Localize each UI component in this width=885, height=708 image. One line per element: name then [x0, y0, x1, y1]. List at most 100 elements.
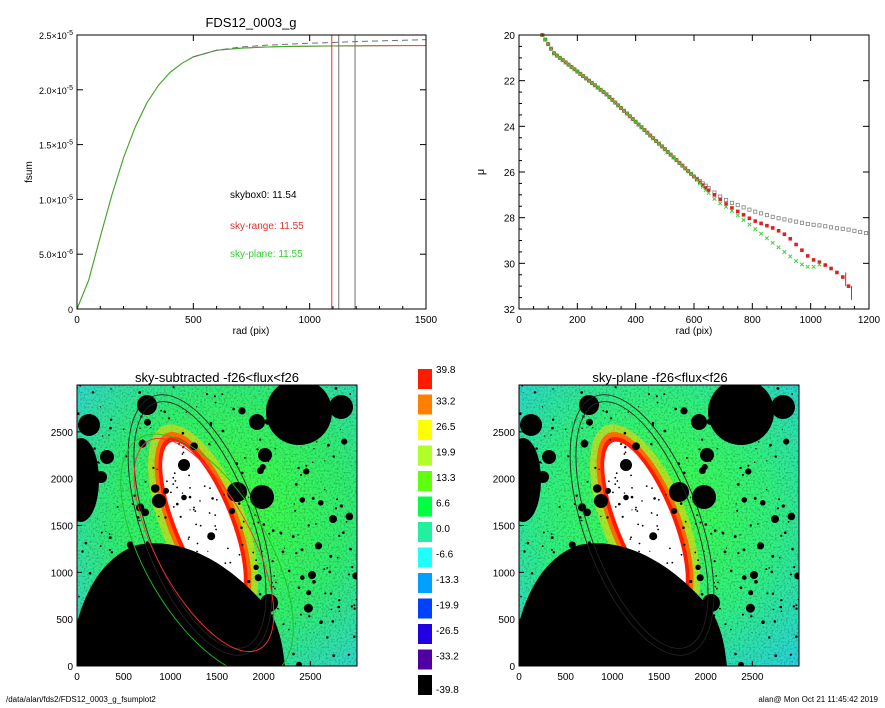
colorbar-label: -13.3	[436, 575, 459, 586]
p2-point-red	[800, 248, 804, 253]
p3-image	[77, 385, 357, 666]
p2-point-gray	[724, 197, 729, 202]
p3-ticks-xtick-label: 1000	[159, 672, 182, 683]
p2-point-red	[823, 263, 828, 267]
p2-ytick-label: 32	[504, 305, 516, 316]
p2-point-green	[776, 245, 781, 250]
p1-ytick-label: 0	[68, 305, 73, 315]
p2-point-red	[829, 266, 833, 271]
p2-point-green	[741, 217, 746, 223]
sky-subtracted-image: sky-subtracted -f26<flux<f26	[51, 370, 358, 683]
p2-ytick-label: 22	[504, 77, 516, 88]
p2-point-red	[753, 219, 758, 223]
p2-point-red	[735, 209, 740, 214]
p4-ticks-xtick-label: 500	[557, 672, 574, 683]
p4-ticks: 0 500 1000 1500 2000 2500 0 500 1000 1500 2000 2500	[493, 428, 764, 683]
p2-point-gray	[852, 228, 857, 233]
p2-point-red	[770, 226, 775, 230]
p2-point-green	[764, 236, 770, 241]
p2-point-gray	[788, 218, 793, 223]
p2-ytick-label: 20	[504, 31, 516, 42]
p2-point-gray	[747, 207, 752, 212]
p2-point-green	[712, 196, 717, 201]
p2-point-green	[723, 204, 729, 209]
p2-point-gray	[741, 205, 746, 210]
p4-image	[519, 385, 799, 666]
colorbar-swatch	[418, 675, 432, 695]
p2-point-gray	[858, 229, 863, 234]
p3-ticks-xtick-label: 1500	[206, 672, 229, 683]
p2-point-green	[706, 190, 711, 196]
colorbar-swatch	[418, 649, 432, 670]
p4-ticks-ytick-label: 2000	[493, 475, 516, 486]
colorbar-swatch	[418, 547, 432, 568]
p2-point-gray	[840, 226, 845, 231]
p2-point-red	[794, 242, 798, 247]
p1-xtick-label: 1000	[299, 315, 322, 326]
annotation-sky-range: sky-range: 11.55	[230, 221, 304, 232]
p2-point-green	[811, 264, 816, 269]
colorbar-swatch	[418, 471, 432, 491]
p2-point-gray	[759, 211, 764, 216]
p4-ticks-xtick-label: 0	[516, 672, 522, 683]
p2-point-red	[765, 223, 769, 228]
colorbar-label: -39.8	[436, 685, 459, 696]
fsum-growth-curve-plot: FDS12_0003_g 0 500 1000 1500 0 5.0×10-6 1.0×10…	[24, 15, 438, 337]
p2-point-red	[700, 183, 705, 187]
p3-ticks-xtick-label: 500	[115, 672, 132, 683]
p1-title: FDS12_0003_g	[205, 15, 296, 30]
p3-ticks-ytick-label: 500	[56, 615, 73, 626]
p2-points	[540, 32, 869, 300]
p4-ticks-ytick-label: 500	[498, 615, 515, 626]
colorbar-label: -26.5	[436, 626, 459, 637]
colorbar-label: 33.2	[436, 397, 456, 408]
p2-xtick-label: 200	[569, 315, 586, 326]
p1-vertical-markers	[331, 35, 356, 309]
p2-xtick-label: 0	[516, 315, 522, 326]
p1-ytick-label: 1.0×10-5	[39, 194, 73, 205]
p2-point-green	[799, 262, 805, 267]
p2-point-gray	[829, 225, 834, 230]
p2-point-green	[694, 177, 700, 183]
p4-ticks-ytick-label: 0	[509, 662, 515, 673]
p2-point-gray	[770, 214, 775, 219]
p3-ticks: 0 500 1000 1500 2000 2500 0 500 1000 1500 2000 2500	[51, 428, 322, 683]
p3-ticks-ytick-label: 1000	[51, 568, 74, 579]
p3-ticks-ytick-label: 0	[67, 662, 73, 673]
p2-point-red	[698, 180, 702, 185]
p2-point-red	[788, 236, 793, 241]
p2-xtick-label: 400	[627, 315, 644, 326]
p2-ylabel: μ	[475, 169, 487, 175]
p4-ticks-xtick-label: 2500	[741, 672, 764, 683]
p2-point-gray	[864, 231, 869, 236]
colorbar: 39.8 33.2 26.5 19.9 13.3 6.6 0.0 -6.6 -13.3 -19.9…	[418, 365, 459, 696]
colorbar-label: -6.6	[436, 550, 454, 561]
p1-xlabel: rad (pix)	[233, 326, 270, 337]
p2-point-gray	[823, 224, 828, 229]
p2-point-green	[700, 184, 705, 189]
p1-series-line-2	[193, 39, 427, 58]
colorbar-label: 13.3	[436, 473, 456, 484]
p2-point-green	[718, 201, 723, 206]
annotation-sky-plane: sky-plane: 11.55	[230, 249, 303, 260]
footer-stamp: alan@ Mon Oct 21 11:45:42 2019	[758, 695, 878, 704]
p2-point-gray	[805, 221, 810, 226]
p2-ytick-label: 26	[504, 168, 516, 179]
p2-point-red	[759, 221, 763, 226]
p1-curves	[76, 39, 427, 310]
colorbar-swatch	[418, 522, 432, 542]
p2-point-red	[782, 232, 787, 237]
p2-ytick-label: 30	[504, 259, 516, 270]
colorbar-label: 39.8	[436, 365, 456, 376]
colorbar-swatch	[418, 420, 432, 440]
p2-point-red	[835, 270, 839, 275]
p1-series-line-1	[76, 45, 426, 310]
p1-series-line-0	[76, 45, 426, 310]
p2-point-gray	[729, 200, 734, 205]
p2-point-green	[817, 262, 822, 267]
p2-point-red	[747, 216, 752, 221]
colorbar-swatch	[418, 445, 432, 466]
p3-ticks-ytick-label: 2000	[51, 475, 74, 486]
colorbar-label: 6.6	[436, 499, 450, 510]
